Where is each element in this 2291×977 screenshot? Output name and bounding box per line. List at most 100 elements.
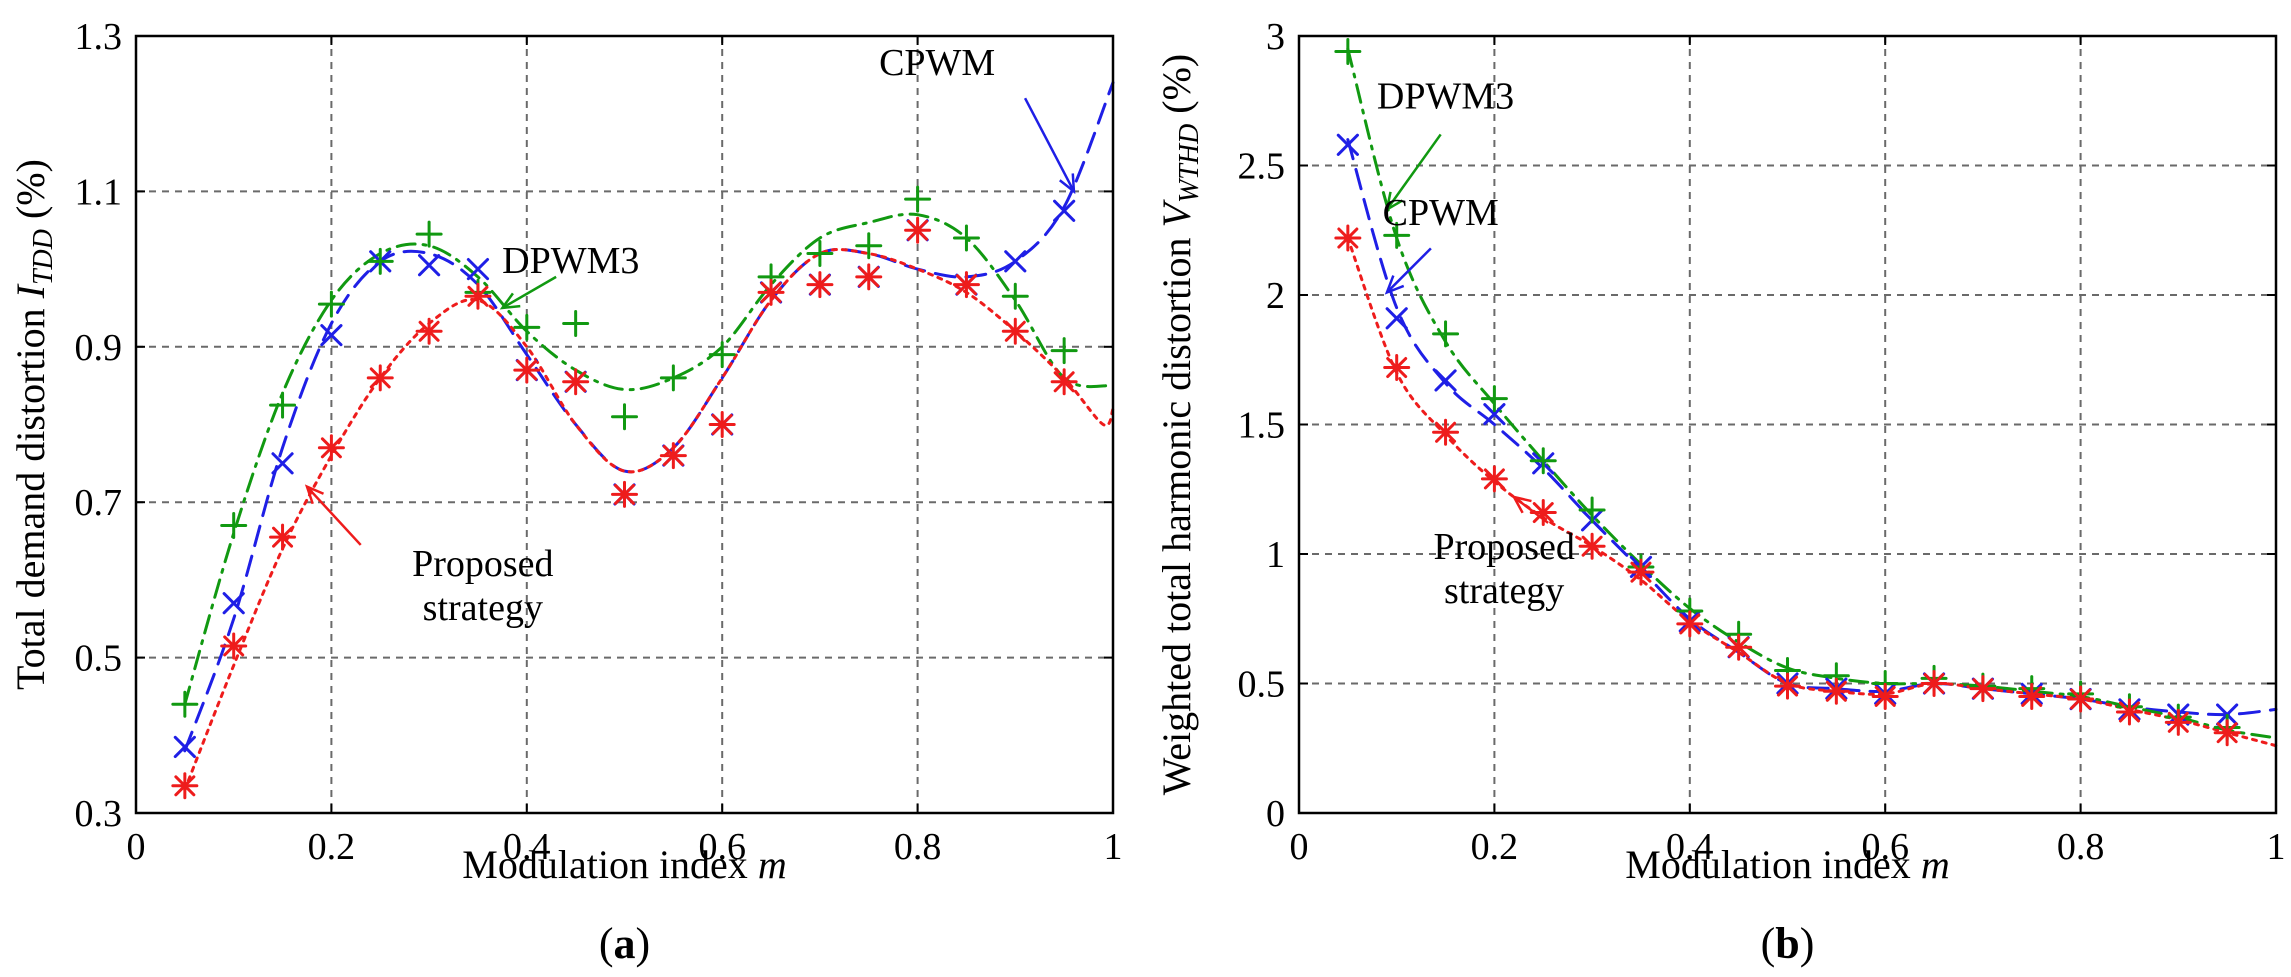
panel-b-y-tick-label: 1.5 — [1238, 405, 1286, 447]
panel-a-y-tick-label: 1.1 — [75, 171, 123, 213]
panel-a-proposed-strategy-marker — [611, 480, 638, 508]
panel-a-dpwm3-marker — [659, 364, 687, 392]
panel-a-y-tick-label: 0.3 — [75, 793, 123, 835]
panel-a-cpwm-marker — [271, 452, 294, 475]
panel-b-proposed-strategy-marker — [1822, 677, 1850, 705]
panel-b-annotation-proposed-strategy: Proposed strategy — [1433, 526, 1574, 612]
panel-a-x-tick-label: 0.6 — [698, 826, 746, 868]
panel-b-y-tick-label: 0.5 — [1238, 664, 1286, 706]
panel-b-annotation-dpwm3: DPWM3 — [1377, 76, 1514, 118]
panel-b-proposed-strategy-curve — [1346, 236, 2278, 748]
panel-a-dpwm3-marker — [611, 403, 638, 431]
panel-a-dpwm3-marker — [952, 224, 980, 252]
panel-a-dpwm3-marker — [562, 309, 590, 337]
panel-a-proposed-strategy-marker — [220, 632, 248, 660]
panel-a-proposed-strategy-marker — [415, 317, 443, 345]
panel-a-y-tick-label: 0.9 — [75, 327, 123, 369]
panel-b-proposed-strategy-marker — [1676, 610, 1704, 638]
panel-a-cpwm-arrowhead — [1059, 173, 1076, 195]
panel-b-dpwm3-marker — [1529, 447, 1557, 475]
panel-b-y-tick-label: 2.5 — [1238, 146, 1286, 188]
panel-a-dpwm3-marker — [171, 690, 199, 718]
panel-a-dpwm3-marker — [708, 341, 736, 369]
panel-a-annotation-proposed-strategy: Proposed strategy — [412, 543, 553, 629]
panel-b-proposed-strategy-marker — [1725, 633, 1753, 661]
panel-a-chart: 0 0.2 0.4 0.6 0.8 1 0.3 0.5 0.7 0.9 1.1 1.3 CPWM DPW… — [8, 16, 1123, 968]
panel-a-cpwm-curve — [183, 81, 1115, 753]
panel-b-x-tick-label: 0.8 — [2057, 826, 2105, 868]
panel-b-proposed-strategy-marker — [2067, 685, 2095, 713]
panel-b-proposed-strategy-marker — [2115, 698, 2143, 726]
panel-a-dpwm3-marker — [269, 391, 297, 419]
panel-a-proposed-strategy-marker — [171, 772, 199, 800]
panel-a-proposed-strategy-marker — [269, 523, 297, 551]
panel-b-proposed-strategy-arrow — [1513, 496, 1549, 524]
panel-a-x-tick-label: 0.8 — [894, 826, 942, 868]
panel-b-proposed-strategy-marker — [2018, 682, 2046, 710]
panel-a-proposed-strategy-curve — [183, 247, 1115, 792]
panel-a-proposed-strategy-marker — [1001, 317, 1029, 345]
panel-b-proposed-strategy-marker — [1383, 354, 1411, 382]
panel-a-proposed-strategy-marker — [317, 434, 345, 462]
panel-a-x-tick-label: 0.4 — [503, 826, 551, 868]
panel-b-x-tick-label: 0 — [1290, 826, 1309, 868]
panel-a-proposed-strategy-arrow — [306, 485, 362, 546]
panel-a-proposed-strategy-marker — [659, 442, 687, 470]
panel-b-cpwm-arrow — [1386, 247, 1432, 294]
panel-b-cpwm-marker — [1385, 307, 1408, 330]
panel-a-y-tick-label: 0.7 — [75, 482, 123, 524]
panel-a-cpwm-marker — [1004, 250, 1027, 273]
panel-a-proposed-strategy-marker — [464, 282, 492, 310]
panel-b-proposed-strategy-arrowhead — [1511, 495, 1532, 514]
panel-b-proposed-strategy-marker — [2164, 708, 2192, 736]
panel-a-proposed-strategy-marker — [708, 411, 736, 438]
panel-b-x-tick-label: 1 — [2267, 826, 2286, 868]
panel-a-cpwm-arrow — [1023, 97, 1076, 192]
panel-b-dpwm3-arrow — [1385, 133, 1442, 211]
panel-a-label: (a) — [599, 919, 650, 968]
panel-a-proposed-strategy-marker — [513, 356, 541, 384]
panel-b-dpwm3-marker — [1578, 496, 1606, 524]
panel-b-dpwm3-marker — [1432, 320, 1460, 348]
panel-a-dpwm3-marker — [513, 313, 541, 341]
panel-a-dpwm3-marker — [220, 512, 248, 540]
panel-a-dpwm3-marker — [806, 240, 834, 268]
panel-a-dpwm3-marker — [366, 247, 394, 275]
panel-b-chart: 0 0.2 0.4 0.6 0.8 1 0 0.5 1 1.5 2 2.5 3 DPWM3 CPWM Pro… — [1154, 16, 2286, 968]
panel-a-dpwm3-marker — [1050, 337, 1078, 365]
panel-b-y-tick-label: 2 — [1266, 275, 1285, 317]
panel-b-proposed-strategy-marker — [1578, 532, 1606, 560]
panel-b-dpwm3-marker — [1334, 38, 1362, 66]
panel-b-y-tick-label: 1 — [1266, 534, 1285, 576]
panel-a-dpwm3-marker — [415, 220, 443, 248]
panel-a-proposed-strategy-marker — [806, 271, 834, 299]
panel-a-x-tick-label: 0 — [127, 826, 146, 868]
panel-a-dpwm3-arrowhead — [499, 292, 521, 310]
panel-b-cpwm-marker — [1336, 133, 1359, 156]
panel-b-y-tick-label: 3 — [1266, 16, 1285, 58]
panel-b-x-tick-label: 0.4 — [1666, 826, 1714, 868]
panel-b-y-tick-label: 0 — [1266, 793, 1285, 835]
panel-b-x-tick-label: 0.6 — [1861, 826, 1909, 868]
panel-a-dpwm3-marker — [904, 185, 932, 213]
panel-b-dpwm3-marker — [1480, 385, 1508, 413]
panel-b-y-axis-label: Weighted total harmonic distortion VWTHD… — [1154, 54, 1205, 796]
panel-a-y-tick-label: 1.3 — [75, 16, 123, 58]
panel-b-proposed-strategy-marker — [1432, 418, 1460, 446]
panel-a-dpwm3-marker — [317, 290, 345, 318]
panel-a-proposed-strategy-marker — [757, 278, 785, 306]
panel-a-plot-frame — [134, 34, 1115, 815]
panel-b-proposed-strategy-marker — [2213, 719, 2241, 747]
panel-a-cpwm-marker — [320, 324, 343, 347]
panel-a-proposed-strategy-marker — [952, 271, 980, 299]
panel-b-dpwm3-curve — [1346, 47, 2278, 740]
panel-b-proposed-strategy-marker — [1627, 558, 1655, 586]
panel-a-proposed-strategy-marker — [904, 216, 932, 244]
panel-a-dpwm3-curve — [183, 212, 1115, 706]
panel-a-y-tick-label: 0.5 — [75, 638, 123, 680]
panel-b-annotation-cpwm: CPWM — [1383, 192, 1499, 234]
panel-a-cpwm-marker — [1053, 199, 1076, 222]
panel-a-annotation-dpwm3: DPWM3 — [502, 240, 639, 282]
panel-b-x-tick-label: 0.2 — [1471, 826, 1519, 868]
